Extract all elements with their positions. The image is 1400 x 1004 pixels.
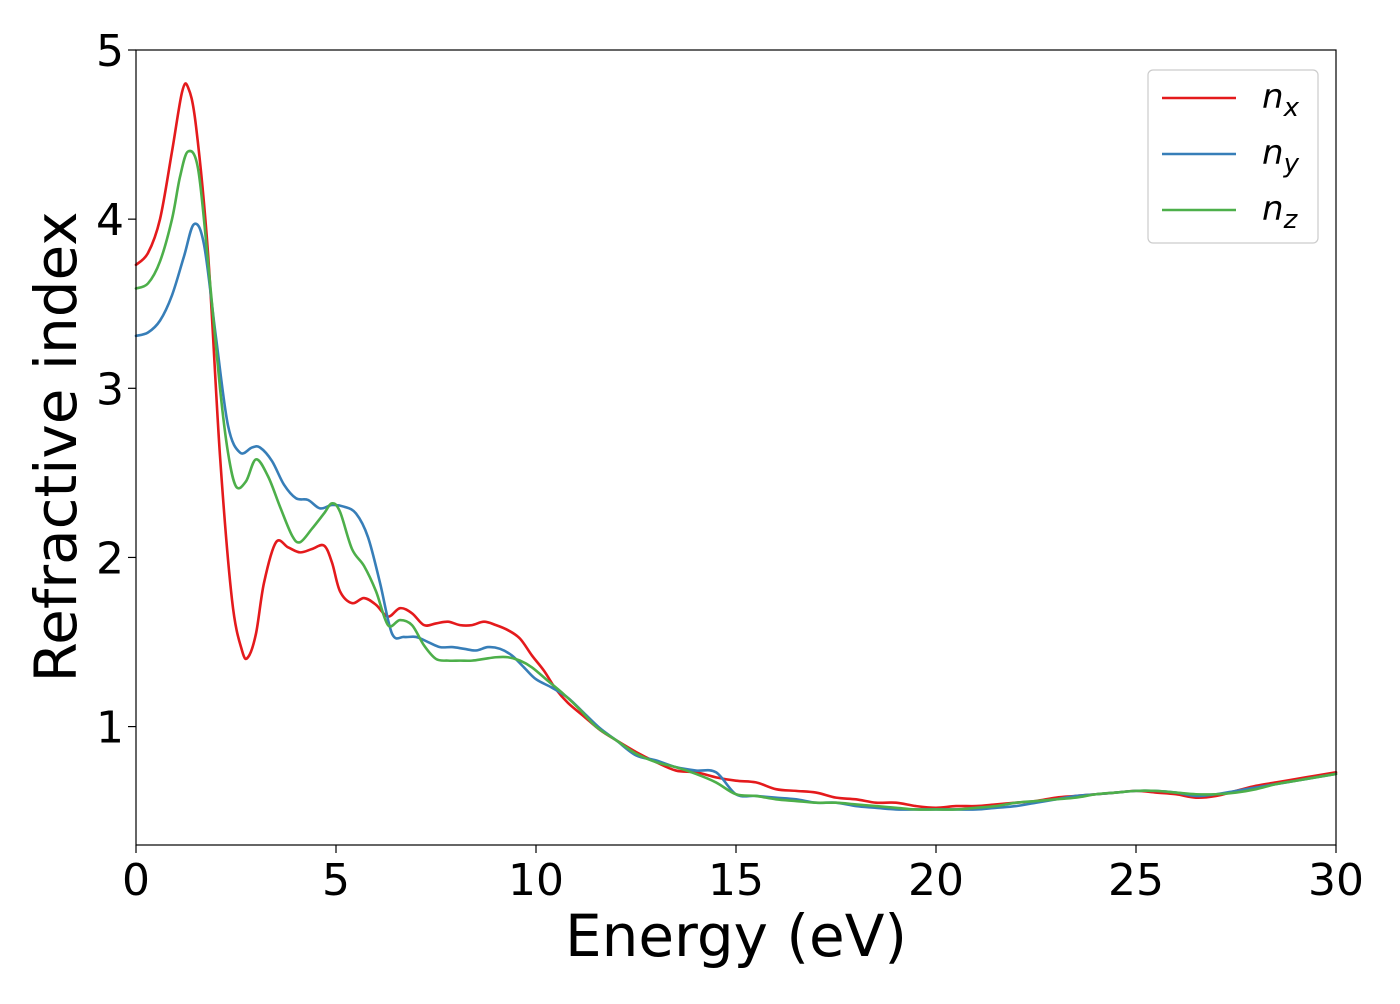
y-tick-label: 3 (96, 364, 124, 415)
x-axis-ticks: 0 5 10 15 20 25 30 (122, 845, 1364, 906)
y-axis-title: Refractive index (22, 211, 90, 682)
legend-label-ny: ny (1262, 133, 1300, 179)
x-tick-label: 15 (708, 855, 764, 906)
x-tick-label: 0 (122, 855, 150, 906)
legend-box (1147, 69, 1319, 244)
legend-subscript: z (1283, 205, 1299, 235)
y-axis-ticks: 1 2 3 4 5 (96, 26, 136, 754)
x-tick-label: 10 (508, 855, 564, 906)
y-tick-label: 2 (96, 533, 124, 584)
x-tick-label: 20 (908, 855, 964, 906)
y-tick-label: 1 (96, 703, 124, 754)
x-axis-title: Energy (eV) (565, 902, 907, 970)
legend-subscript: x (1283, 93, 1300, 123)
legend-subscript: y (1283, 149, 1300, 179)
x-tick-label: 5 (322, 855, 350, 906)
x-tick-label: 25 (1108, 855, 1164, 906)
y-tick-label: 5 (96, 26, 124, 77)
series-layer (134, 82, 1338, 811)
x-tick-label: 30 (1308, 855, 1364, 906)
y-tick-label: 4 (96, 195, 124, 246)
legend-label-nx: nx (1262, 77, 1300, 123)
series-line-nz (134, 149, 1338, 811)
